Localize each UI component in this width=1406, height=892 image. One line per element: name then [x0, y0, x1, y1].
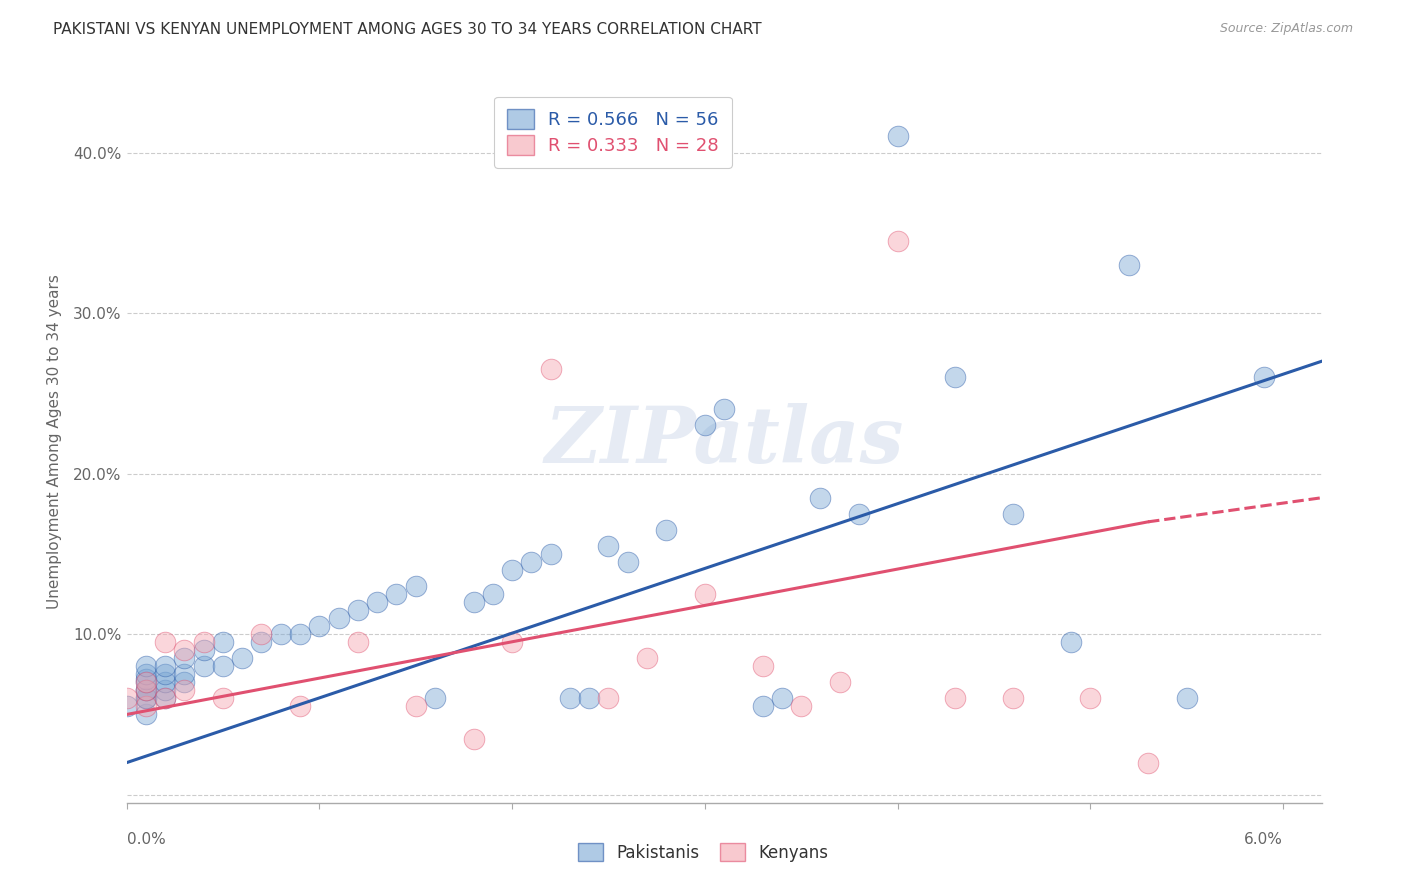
- Point: [212, 659, 235, 673]
- Point: [848, 507, 870, 521]
- Point: [1002, 691, 1025, 706]
- Point: [328, 611, 350, 625]
- Point: [173, 643, 195, 657]
- Point: [135, 675, 157, 690]
- Point: [135, 683, 157, 698]
- Point: [153, 691, 176, 706]
- Point: [193, 659, 215, 673]
- Point: [115, 699, 138, 714]
- Point: [598, 539, 620, 553]
- Point: [231, 651, 253, 665]
- Point: [135, 683, 157, 698]
- Point: [655, 523, 678, 537]
- Point: [636, 651, 658, 665]
- Text: PAKISTANI VS KENYAN UNEMPLOYMENT AMONG AGES 30 TO 34 YEARS CORRELATION CHART: PAKISTANI VS KENYAN UNEMPLOYMENT AMONG A…: [53, 22, 762, 37]
- Point: [886, 129, 908, 144]
- Point: [173, 667, 195, 681]
- Point: [153, 675, 176, 690]
- Point: [153, 635, 176, 649]
- Text: 6.0%: 6.0%: [1244, 831, 1284, 847]
- Point: [828, 675, 851, 690]
- Point: [250, 635, 273, 649]
- Point: [115, 691, 138, 706]
- Point: [288, 627, 311, 641]
- Point: [153, 659, 176, 673]
- Point: [616, 555, 638, 569]
- Point: [1253, 370, 1275, 384]
- Point: [481, 587, 503, 601]
- Point: [135, 675, 157, 690]
- Point: [540, 362, 562, 376]
- Point: [135, 699, 157, 714]
- Point: [270, 627, 292, 641]
- Point: [405, 579, 427, 593]
- Point: [810, 491, 832, 505]
- Point: [540, 547, 562, 561]
- Point: [153, 683, 176, 698]
- Point: [135, 659, 157, 673]
- Point: [751, 659, 773, 673]
- Point: [1175, 691, 1198, 706]
- Text: ZIPatlas: ZIPatlas: [544, 403, 904, 480]
- Point: [558, 691, 581, 706]
- Point: [135, 691, 157, 706]
- Point: [463, 595, 485, 609]
- Point: [212, 691, 235, 706]
- Point: [135, 667, 157, 681]
- Point: [1118, 258, 1140, 272]
- Point: [945, 691, 967, 706]
- Legend: R = 0.566   N = 56, R = 0.333   N = 28: R = 0.566 N = 56, R = 0.333 N = 28: [494, 96, 731, 168]
- Point: [135, 691, 157, 706]
- Legend: Pakistanis, Kenyans: Pakistanis, Kenyans: [569, 835, 837, 871]
- Y-axis label: Unemployment Among Ages 30 to 34 years: Unemployment Among Ages 30 to 34 years: [46, 274, 62, 609]
- Point: [886, 234, 908, 248]
- Point: [173, 683, 195, 698]
- Point: [598, 691, 620, 706]
- Point: [501, 635, 523, 649]
- Point: [193, 635, 215, 649]
- Point: [308, 619, 330, 633]
- Point: [250, 627, 273, 641]
- Point: [578, 691, 600, 706]
- Point: [153, 667, 176, 681]
- Point: [945, 370, 967, 384]
- Point: [212, 635, 235, 649]
- Point: [1002, 507, 1025, 521]
- Point: [288, 699, 311, 714]
- Point: [135, 672, 157, 686]
- Point: [347, 635, 370, 649]
- Point: [135, 683, 157, 698]
- Point: [366, 595, 388, 609]
- Point: [520, 555, 543, 569]
- Text: Source: ZipAtlas.com: Source: ZipAtlas.com: [1219, 22, 1353, 36]
- Point: [193, 643, 215, 657]
- Point: [423, 691, 446, 706]
- Point: [1060, 635, 1083, 649]
- Point: [1137, 756, 1160, 770]
- Point: [173, 651, 195, 665]
- Point: [135, 707, 157, 722]
- Point: [463, 731, 485, 746]
- Point: [153, 691, 176, 706]
- Point: [501, 563, 523, 577]
- Point: [173, 675, 195, 690]
- Point: [1078, 691, 1101, 706]
- Point: [385, 587, 408, 601]
- Point: [693, 587, 716, 601]
- Point: [347, 603, 370, 617]
- Point: [751, 699, 773, 714]
- Point: [405, 699, 427, 714]
- Point: [770, 691, 793, 706]
- Point: [790, 699, 813, 714]
- Point: [693, 418, 716, 433]
- Text: 0.0%: 0.0%: [127, 831, 166, 847]
- Point: [713, 402, 735, 417]
